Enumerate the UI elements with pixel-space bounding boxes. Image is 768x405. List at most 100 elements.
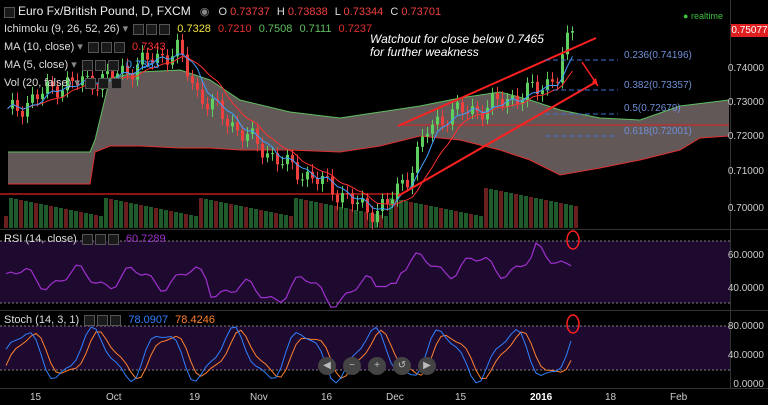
close-icon[interactable] [107, 233, 119, 245]
candle-body [356, 202, 359, 205]
symbol-header: Euro Fx/British Pound, D, FXCM ◉ O 0.737… [4, 5, 441, 19]
volume-bar [379, 215, 383, 228]
eye-toggle-icon[interactable] [133, 23, 145, 35]
ma10-legend[interactable]: MA (10, close) ▾ 0.7343 [4, 41, 166, 54]
volume-bar [19, 200, 23, 228]
dropdown-icon[interactable]: ▾ [71, 59, 77, 71]
ma5-legend[interactable]: MA (5, close) ▾ 0.7363 [4, 59, 160, 72]
candle-body [436, 116, 439, 125]
settings-icon[interactable] [97, 77, 109, 89]
ichimoku-legend[interactable]: Ichimoku (9, 26, 52, 26) ▾ 0.7328 0.7210… [4, 23, 372, 36]
candle-body [461, 102, 464, 113]
volume-legend[interactable]: Vol (20, false) ▾ [4, 77, 122, 90]
fib-label-0618: 0.618(0.72001) [624, 126, 692, 137]
ichimoku-value-1: 0.7328 [177, 23, 211, 35]
channel-upper-line [397, 37, 597, 127]
volume-bar [49, 206, 53, 228]
volume-bar [109, 199, 113, 228]
rsi-legend[interactable]: RSI (14, close) 60.7289 [4, 233, 166, 246]
scroll-forward-button[interactable]: ▶ [418, 357, 436, 375]
candle-body [206, 103, 209, 110]
candle-body [186, 54, 189, 77]
candle-body [176, 39, 179, 57]
price-tick: 0.72000 [727, 131, 764, 142]
candle-body [16, 100, 19, 111]
stoch-highlight-circle [566, 314, 580, 334]
volume-label: Vol (20, false) [4, 77, 72, 89]
dropdown-icon[interactable]: ▾ [74, 77, 80, 89]
volume-bar [529, 197, 533, 228]
candle-body [146, 52, 149, 60]
candle-body [246, 133, 249, 141]
volume-bar [259, 210, 263, 228]
volume-bar [334, 206, 338, 228]
volume-bar [429, 206, 433, 228]
eye-toggle-icon[interactable] [84, 77, 96, 89]
candle-body [416, 146, 419, 173]
candle-body [571, 31, 574, 33]
volume-bar [349, 209, 353, 228]
close-icon[interactable] [159, 23, 171, 35]
volume-bar [149, 207, 153, 228]
eye-toggle-icon[interactable] [81, 233, 93, 245]
fib-label-0236: 0.236(0.74196) [624, 50, 692, 61]
volume-bar [494, 190, 498, 228]
eye-icon[interactable]: ◉ [199, 6, 210, 18]
volume-bar [354, 210, 358, 228]
pane-separator [0, 310, 768, 311]
candle-body [271, 153, 274, 155]
close-icon[interactable] [113, 41, 125, 53]
eye-toggle-icon[interactable] [87, 41, 99, 53]
volume-bar [464, 213, 468, 228]
volume-bar [74, 211, 78, 228]
candle-body [231, 122, 234, 127]
symbol-title: Euro Fx/British Pound, D, FXCM [18, 4, 191, 18]
close-icon[interactable] [110, 77, 122, 89]
dropdown-icon[interactable]: ▾ [122, 23, 129, 35]
collapse-icon[interactable] [4, 6, 15, 18]
volume-bar [44, 205, 48, 228]
candle-body [216, 98, 219, 101]
price-tick: 0.74000 [727, 63, 764, 74]
volume-bar [439, 208, 443, 228]
eye-toggle-icon[interactable] [84, 314, 96, 326]
settings-icon[interactable] [94, 59, 106, 71]
candle-body [236, 122, 239, 131]
candle-body [321, 175, 324, 185]
stoch-legend[interactable]: Stoch (14, 3, 1) 78.0907 78.4246 [4, 314, 215, 327]
settings-icon[interactable] [100, 41, 112, 53]
volume-bar [479, 216, 483, 228]
volume-bar [489, 189, 493, 228]
settings-icon[interactable] [97, 314, 109, 326]
volume-bar [454, 211, 458, 228]
dropdown-icon[interactable]: ▾ [77, 41, 83, 53]
time-tick: 15 [30, 392, 42, 403]
zoom-out-button[interactable]: − [343, 357, 361, 375]
volume-bar [39, 204, 43, 228]
volume-bar [134, 204, 138, 228]
volume-bar [234, 205, 238, 228]
zoom-in-button[interactable]: + [368, 357, 386, 375]
candle-body [46, 81, 49, 94]
candle-body [536, 81, 539, 94]
ohlc-open-label: O [218, 6, 228, 18]
candle-body [406, 180, 409, 188]
close-icon[interactable] [107, 59, 119, 71]
ma5-value: 0.7363 [125, 59, 160, 71]
volume-bar [244, 207, 248, 228]
volume-bar [119, 201, 123, 228]
candle-body [181, 39, 184, 55]
candle-body [81, 76, 84, 86]
scroll-back-button[interactable]: ◀ [318, 357, 336, 375]
volume-bar [64, 209, 68, 228]
settings-icon[interactable] [146, 23, 158, 35]
volume-bar [14, 199, 18, 228]
candle-body [496, 93, 499, 99]
reset-button[interactable]: ↺ [393, 357, 411, 375]
volume-bar [534, 198, 538, 228]
stoch-tick: 80.0000 [727, 321, 764, 332]
settings-icon[interactable] [94, 233, 106, 245]
close-icon[interactable] [110, 314, 122, 326]
eye-toggle-icon[interactable] [81, 59, 93, 71]
